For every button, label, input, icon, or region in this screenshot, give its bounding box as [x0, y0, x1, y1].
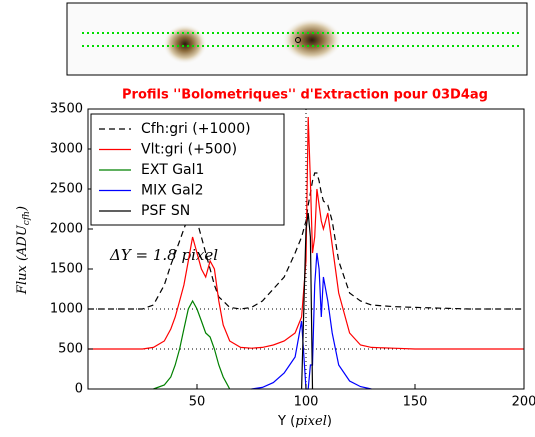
y-axis-label-part: Flux (	[15, 255, 30, 295]
x-axis-label: Y (pixel)	[277, 414, 332, 429]
y-tick-label: 2000	[50, 222, 83, 237]
y-tick-label: 1000	[50, 302, 83, 317]
x-axis-label-part: )	[327, 414, 332, 429]
y-tick-label: 1500	[50, 262, 83, 277]
x-axis-label-part: Y (	[277, 414, 295, 429]
y-tick-label: 500	[58, 342, 83, 357]
galaxy-2	[282, 18, 342, 62]
annotation-part: ΔY = 1.8	[109, 246, 181, 264]
series-line	[153, 299, 231, 390]
y-tick-label: 0	[75, 382, 83, 397]
sn-marker	[295, 37, 301, 43]
y-axis-label-part: cfh	[22, 211, 32, 225]
x-tick-label: 50	[189, 395, 206, 410]
y-tick-label: 3000	[50, 142, 83, 157]
image-panel	[66, 2, 528, 76]
y-axis-label-part: )	[15, 206, 30, 212]
x-tick-label: 150	[403, 395, 428, 410]
legend-label: EXT Gal1	[141, 162, 204, 178]
y-axis-label: Flux (ADUcfh)	[15, 206, 32, 295]
chart-title: Profils ''Bolometriques'' d'Extraction p…	[122, 88, 488, 103]
series-line	[301, 212, 314, 390]
annotation: ΔY = 1.8 pixel	[109, 246, 218, 264]
legend-label: PSF SN	[141, 203, 190, 219]
x-tick-label: 200	[512, 395, 535, 410]
series-line	[251, 252, 372, 390]
legend-label: Cfh:gri (+1000)	[141, 121, 251, 137]
x-axis-label-part: pixel	[295, 414, 327, 429]
legend-label: Vlt:gri (+500)	[141, 142, 237, 158]
x-tick-label: 100	[294, 395, 319, 410]
y-axis-label-part: ADU	[15, 224, 30, 257]
y-tick-label: 3500	[50, 102, 83, 117]
y-tick-label: 2500	[50, 182, 83, 197]
galaxy-1	[163, 24, 207, 64]
legend-label: MIX Gal2	[141, 183, 203, 199]
series-line	[88, 116, 524, 350]
